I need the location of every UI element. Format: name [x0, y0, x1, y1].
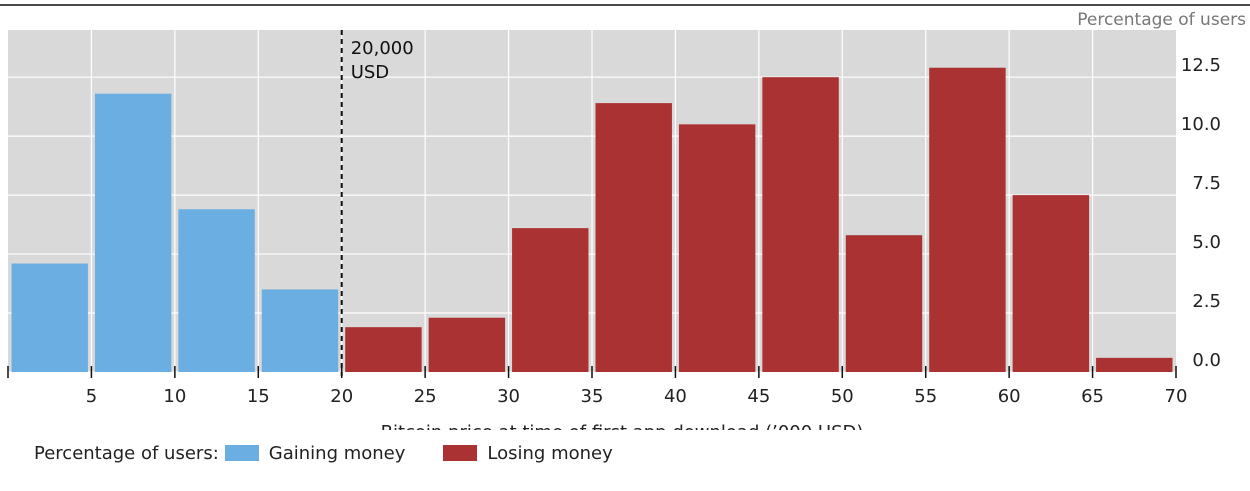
x-tick-label: 45 [747, 386, 770, 407]
bar-gaining-2 [178, 209, 255, 372]
bar-gaining-3 [261, 289, 339, 372]
annotation-label-line2: USD [351, 62, 389, 83]
x-tick-label: 35 [581, 386, 604, 407]
y-tick-label: 10.0 [1181, 114, 1221, 135]
x-axis-title: Bitcoin price at time of first app downl… [381, 422, 864, 430]
bar-gaining-0 [11, 263, 88, 372]
x-tick-label: 10 [163, 386, 186, 407]
x-tick-label: 60 [998, 386, 1021, 407]
y-tick-label: 12.5 [1181, 55, 1221, 76]
x-tick-label: 5 [86, 386, 97, 407]
annotation-20000: 20,000 USD [340, 30, 414, 376]
y-axis-title: Percentage of users [1077, 10, 1246, 30]
annotation-label-line1: 20,000 [351, 38, 414, 59]
bar-losing-5 [428, 317, 506, 372]
legend-swatch-losing [443, 445, 478, 461]
bar-gaining-1 [94, 93, 172, 372]
x-tick-label: 25 [414, 386, 437, 407]
legend-prefix: Percentage of users: [34, 442, 219, 464]
bars [11, 67, 1173, 373]
legend-item-gaining: Gaining money [224, 442, 406, 464]
bar-losing-8 [678, 124, 756, 373]
y-tick-label: 5.0 [1192, 232, 1221, 253]
x-tick-label: 65 [1081, 386, 1104, 407]
bar-losing-13 [1096, 357, 1173, 372]
legend: Percentage of users: Gaining money Losin… [34, 440, 651, 466]
x-axis-ticks: 5 10 15 20 25 30 35 40 45 50 55 60 65 70 [7, 366, 1188, 407]
bar-losing-9 [762, 77, 839, 372]
legend-label-losing: Losing money [487, 442, 613, 464]
legend-item-losing: Losing money [443, 442, 613, 464]
legend-label-gaining: Gaining money [268, 442, 406, 464]
x-tick-label: 40 [664, 386, 687, 407]
x-tick-label: 30 [497, 386, 520, 407]
bar-losing-12 [1012, 195, 1090, 372]
bar-losing-6 [512, 228, 589, 372]
bar-losing-11 [929, 67, 1006, 373]
y-tick-label: 0.0 [1192, 350, 1221, 371]
chart: 20,000 USD Percentage of users 0.0 2.5 5.0… [0, 4, 1250, 430]
y-tick-label: 2.5 [1192, 291, 1221, 312]
x-tick-label: 15 [247, 386, 270, 407]
y-tick-label: 7.5 [1192, 173, 1221, 194]
x-tick-label: 55 [914, 386, 937, 407]
bar-losing-7 [595, 103, 672, 372]
legend-swatch-gaining [224, 445, 259, 461]
bar-losing-10 [845, 235, 923, 372]
x-tick-label: 70 [1165, 386, 1188, 407]
bar-losing-4 [345, 327, 422, 372]
x-tick-label: 20 [330, 386, 353, 407]
y-axis-ticks: 0.0 2.5 5.0 7.5 10.0 12.5 [1181, 55, 1221, 371]
x-tick-label: 50 [831, 386, 854, 407]
